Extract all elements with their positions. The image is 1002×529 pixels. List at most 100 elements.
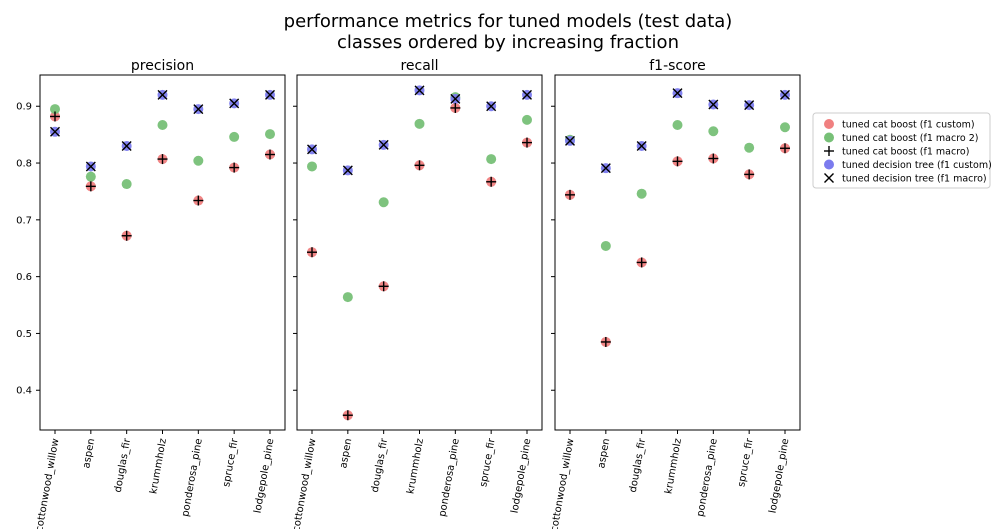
point-decision-tree-f1-macro xyxy=(265,89,275,100)
x-stroke-2 xyxy=(600,163,611,174)
x-tick-label: spruce_fir xyxy=(478,437,498,488)
point-catboost-f1-macro xyxy=(672,156,683,167)
point-catboost-f1-macro-2 xyxy=(265,129,275,140)
x-stroke-2 xyxy=(450,93,461,104)
x-stroke-2 xyxy=(565,135,575,146)
point-decision-tree-f1-macro xyxy=(600,163,611,174)
point-catboost-f1-macro-2 xyxy=(600,240,611,251)
point-catboost-f1-macro xyxy=(307,247,317,258)
legend-marker-circle xyxy=(824,132,834,143)
point-catboost-f1-macro-2 xyxy=(414,118,425,129)
x-stroke-2 xyxy=(672,88,683,99)
legend-label: tuned decision tree (f1 macro) xyxy=(842,174,987,185)
x-tick-label: lodgepole_pine xyxy=(767,438,791,515)
point-catboost-f1-macro-2 xyxy=(636,188,647,199)
x-tick-label: cottonwood_willow xyxy=(549,438,576,529)
point-catboost-f1-macro xyxy=(50,111,60,122)
x-tick-label: lodgepole_pine xyxy=(509,438,533,515)
x-stroke-2 xyxy=(50,126,60,137)
point-decision-tree-f1-macro xyxy=(342,165,353,176)
plot-frame xyxy=(39,74,286,431)
legend-label: tuned decision tree (f1 custom) xyxy=(842,160,992,171)
legend-label: tuned cat boost (f1 macro) xyxy=(842,147,969,158)
point-catboost-f1-macro xyxy=(378,281,389,292)
x-stroke-2 xyxy=(744,100,755,111)
point-catboost-f1-macro-2 xyxy=(780,122,790,133)
plot-frame xyxy=(554,74,801,431)
point-decision-tree-f1-macro xyxy=(414,85,425,96)
point-decision-tree-f1-macro xyxy=(636,141,647,151)
x-tick-label: cottonwood_willow xyxy=(34,438,61,529)
legend-label: tuned cat boost (f1 macro 2) xyxy=(842,133,979,144)
x-stroke-2 xyxy=(780,89,790,100)
x-tick-label: lodgepole_pine xyxy=(252,438,276,515)
x-tick-label: douglas_fir xyxy=(113,437,133,494)
x-stroke-2 xyxy=(157,89,168,100)
point-catboost-f1-macro-2 xyxy=(307,161,317,172)
point-decision-tree-f1-macro xyxy=(522,89,532,100)
point-decision-tree-f1-macro xyxy=(450,93,461,104)
x-tick-label: cottonwood_willow xyxy=(291,438,318,529)
point-decision-tree-f1-macro xyxy=(486,101,497,112)
legend-item: tuned cat boost (f1 macro 2) xyxy=(824,132,979,144)
point-catboost-f1-macro-2 xyxy=(672,119,683,130)
x-stroke-2 xyxy=(708,99,719,110)
x-stroke-2 xyxy=(193,104,204,115)
point-catboost-f1-macro-2 xyxy=(85,171,96,182)
x-stroke-2 xyxy=(414,85,425,96)
x-stroke-2 xyxy=(307,144,317,155)
legend-item: tuned decision tree (f1 macro) xyxy=(824,173,987,185)
legend-marker-circle xyxy=(824,119,834,129)
point-catboost-f1-macro xyxy=(157,154,168,165)
x-tick-label: krummholz xyxy=(663,438,684,495)
subplot-precision: precision 0.4 0.5 0.6 0.7 0.8 0.9 cottonwood_wi… xyxy=(16,58,286,529)
point-catboost-f1-macro xyxy=(565,189,575,200)
point-catboost-f1-macro xyxy=(522,137,532,148)
point-decision-tree-f1-macro xyxy=(157,89,168,100)
point-catboost-f1-macro xyxy=(342,410,353,421)
legend-box xyxy=(812,112,991,189)
x-tick-label: douglas_fir xyxy=(628,437,648,494)
x-stroke-2 xyxy=(636,141,647,151)
point-catboost-f1-macro xyxy=(450,102,461,113)
point-catboost-f1-macro xyxy=(600,336,611,347)
x-stroke-2 xyxy=(522,89,532,100)
point-decision-tree-f1-macro xyxy=(780,89,790,100)
point-catboost-f1-macro-2 xyxy=(522,114,532,125)
x-tick-label: douglas_fir xyxy=(370,437,390,494)
x-tick-label: ponderosa_pine xyxy=(695,438,720,518)
point-catboost-f1-macro xyxy=(486,176,497,187)
point-catboost-f1-macro xyxy=(414,160,425,171)
point-catboost-f1-macro-2 xyxy=(121,179,132,190)
x-tick-label: spruce_fir xyxy=(736,437,756,488)
x-stroke-2 xyxy=(121,141,132,151)
y-tick-label: 0.9 xyxy=(16,102,32,113)
point-decision-tree-f1-macro xyxy=(708,99,719,110)
legend-item: tuned cat boost (f1 custom) xyxy=(824,119,975,131)
point-catboost-f1-macro xyxy=(265,149,275,160)
x-tick-label: aspen xyxy=(596,438,612,470)
x-tick-label: krummholz xyxy=(148,438,169,495)
point-catboost-f1-macro-2 xyxy=(50,104,60,115)
point-decision-tree-f1-macro xyxy=(229,98,240,109)
point-decision-tree-f1-macro xyxy=(50,126,60,137)
y-tick-label: 0.5 xyxy=(16,329,32,340)
y-tick-label: 0.8 xyxy=(16,159,32,170)
point-catboost-f1-macro-2 xyxy=(486,154,497,165)
point-catboost-f1-macro xyxy=(780,143,790,154)
point-catboost-f1-macro-2 xyxy=(708,126,719,137)
x-stroke-2 xyxy=(342,165,353,176)
x-stroke-2 xyxy=(85,161,96,172)
point-catboost-f1-macro xyxy=(636,257,647,268)
figure-title-line2: classes ordered by increasing fraction xyxy=(337,32,679,53)
point-catboost-f1-macro-2 xyxy=(744,142,755,153)
x-tick-label: aspen xyxy=(81,438,97,470)
legend-label: tuned cat boost (f1 custom) xyxy=(842,120,975,131)
point-catboost-f1-macro-2 xyxy=(193,155,204,166)
y-tick-label: 0.4 xyxy=(16,386,32,397)
subplot-title: recall xyxy=(400,58,438,74)
point-decision-tree-f1-macro xyxy=(121,141,132,151)
point-catboost-f1-macro-2 xyxy=(157,119,168,130)
y-tick-label: 0.6 xyxy=(16,272,32,283)
